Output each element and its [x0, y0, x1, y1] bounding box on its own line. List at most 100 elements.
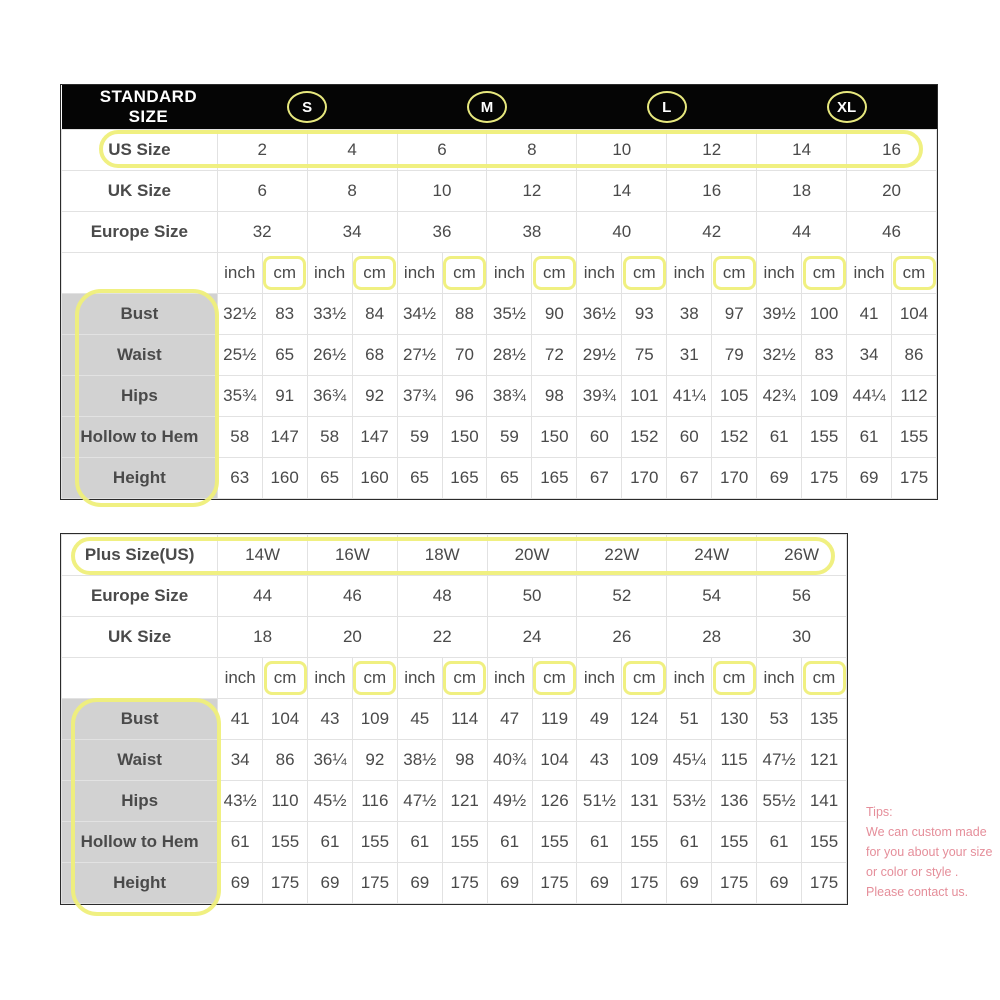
measure-value-cell: 147: [351, 416, 398, 458]
measure-value-cell: 49: [576, 698, 623, 740]
size-value-cell: 14: [576, 170, 668, 212]
measure-value-cell: 136: [711, 780, 758, 822]
table-row: Europe Size 44 46 48 50 52 54 56: [60, 575, 847, 617]
measure-value-cell: 109: [351, 698, 398, 740]
table-row: Plus Size(US) 14W 16W 18W 20W 22W 24W 26W: [60, 534, 847, 576]
measure-value-cell: 72: [531, 334, 578, 376]
measure-value-cell: 104: [891, 293, 937, 335]
measure-value-cell: 155: [262, 821, 309, 863]
size-value-cell: 8: [486, 129, 578, 171]
measure-value-cell: 47: [486, 698, 533, 740]
measure-value-cell: 114: [441, 698, 488, 740]
measure-label-hollow-to-hem: Hollow to Hem: [60, 821, 219, 863]
size-value-cell: 28: [666, 616, 758, 658]
size-value-cell: 18W: [396, 534, 488, 576]
unit-cell-cm: cm: [621, 657, 668, 699]
size-value-cell: 24: [486, 616, 578, 658]
measure-value-cell: 155: [801, 416, 848, 458]
measure-value-cell: 98: [441, 739, 488, 781]
unit-cell-cm: cm: [801, 657, 847, 699]
unit-row: inch cm inch cm inch cm inch cm inch cm inch cm inch…: [60, 657, 847, 699]
measure-value-cell: 47½: [396, 780, 443, 822]
measure-value-cell: 65: [486, 457, 533, 499]
measure-value-cell: 34: [846, 334, 893, 376]
size-value-cell: 14W: [217, 534, 309, 576]
unit-cell-cm: cm: [441, 252, 488, 294]
measure-value-cell: 38¾: [486, 375, 533, 417]
tips-line-1: We can custom made: [866, 825, 987, 839]
measure-value-cell: 119: [531, 698, 578, 740]
standard-size-grid: STANDARD SIZE S M L XL US Size 2 4 6 8 10 12 14 16 UK …: [61, 85, 937, 499]
measure-value-cell: 90: [531, 293, 578, 335]
measure-value-cell: 40¾: [486, 739, 533, 781]
measure-value-cell: 104: [262, 698, 309, 740]
measure-value-cell: 41: [846, 293, 893, 335]
unit-cell-cm: cm: [711, 657, 758, 699]
unit-cell-cm: cm: [441, 657, 488, 699]
measure-value-cell: 61: [756, 821, 802, 863]
unit-cell-cm: cm: [531, 657, 578, 699]
measure-value-cell: 69: [217, 862, 264, 904]
unit-cell-cm: cm: [351, 657, 398, 699]
table-row: Bust 41 104 43 109 45 114 47 119 49 124 51 130 53 135: [60, 698, 847, 740]
measure-value-cell: 61: [576, 821, 623, 863]
unit-cell-inch: inch: [217, 657, 264, 699]
measure-value-cell: 60: [666, 416, 713, 458]
measure-value-cell: 70: [441, 334, 488, 376]
unit-cell-cm: cm: [621, 252, 668, 294]
tips-line-4: Please contact us.: [866, 885, 969, 899]
unit-cell-inch: inch: [486, 657, 533, 699]
size-badge-s: S: [287, 91, 328, 123]
unit-cell-cm: cm: [262, 657, 309, 699]
measure-value-cell: 61: [396, 821, 443, 863]
tips-line-0: Tips:: [866, 805, 893, 819]
size-value-cell: 4: [306, 129, 398, 171]
plus-size-grid: Plus Size(US) 14W 16W 18W 20W 22W 24W 26W Europe…: [60, 534, 847, 904]
page-title: STANDARD SIZE: [61, 85, 218, 130]
table-row: UK Size 18 20 22 24 26 28 30: [60, 616, 847, 658]
row-label-uk-size: UK Size: [60, 616, 219, 658]
measure-value-cell: 42¾: [756, 375, 803, 417]
unit-cell-inch: inch: [846, 252, 893, 294]
measure-value-cell: 69: [486, 862, 533, 904]
measure-value-cell: 84: [351, 293, 398, 335]
unit-cell-cm: cm: [711, 252, 758, 294]
size-value-cell: 56: [756, 575, 847, 617]
measure-value-cell: 155: [441, 821, 488, 863]
measure-value-cell: 135: [801, 698, 847, 740]
measure-value-cell: 155: [801, 821, 847, 863]
measure-value-cell: 141: [801, 780, 847, 822]
measure-value-cell: 104: [531, 739, 578, 781]
unit-cell-inch: inch: [666, 252, 713, 294]
measure-value-cell: 28½: [486, 334, 533, 376]
measure-value-cell: 88: [441, 293, 488, 335]
measure-value-cell: 31: [666, 334, 713, 376]
measure-label-waist: Waist: [61, 334, 218, 376]
measure-value-cell: 51½: [576, 780, 623, 822]
measure-value-cell: 109: [801, 375, 848, 417]
measure-value-cell: 170: [621, 457, 668, 499]
measure-value-cell: 97: [711, 293, 758, 335]
measure-value-cell: 93: [621, 293, 668, 335]
measure-value-cell: 155: [711, 821, 758, 863]
measure-value-cell: 124: [621, 698, 668, 740]
measure-value-cell: 63: [216, 457, 263, 499]
size-value-cell: 16: [666, 170, 758, 212]
measure-value-cell: 115: [711, 739, 758, 781]
measure-value-cell: 67: [666, 457, 713, 499]
measure-value-cell: 170: [711, 457, 758, 499]
measure-value-cell: 116: [351, 780, 398, 822]
size-value-cell: 10: [396, 170, 488, 212]
measure-value-cell: 105: [711, 375, 758, 417]
measure-value-cell: 43½: [217, 780, 264, 822]
unit-row-blank-label: [60, 657, 219, 699]
measure-value-cell: 165: [531, 457, 578, 499]
size-value-cell: 46: [846, 211, 937, 253]
size-value-cell: 44: [756, 211, 848, 253]
measure-value-cell: 37¾: [396, 375, 443, 417]
measure-value-cell: 55½: [756, 780, 802, 822]
size-badge-xl: XL: [826, 91, 867, 123]
measure-value-cell: 91: [261, 375, 308, 417]
measure-value-cell: 32½: [756, 334, 803, 376]
measure-value-cell: 83: [261, 293, 308, 335]
